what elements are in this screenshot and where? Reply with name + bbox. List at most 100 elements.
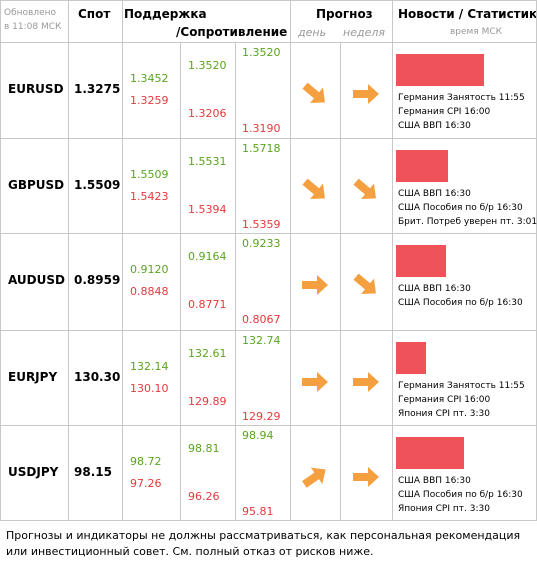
- footer: Прогнозы и индикаторы не должны рассматр…: [6, 529, 521, 558]
- resistance-level: 1.3520: [242, 46, 281, 59]
- resistance-header: /Сопротивление: [176, 25, 288, 39]
- grid-line: [0, 520, 537, 521]
- pair: AUDUSD: [8, 273, 65, 287]
- forecast-header: Прогноз: [316, 7, 373, 21]
- updated: Обновлено: [4, 8, 57, 18]
- news-bar: [396, 54, 484, 86]
- news-bar: [396, 437, 464, 469]
- news-bar: [396, 150, 448, 182]
- support-level: 1.5359: [242, 218, 281, 231]
- support-level: 1.5423: [130, 190, 169, 203]
- spot: 1.5509: [74, 178, 121, 192]
- arrow-icon: [302, 178, 325, 199]
- news-item: США ВВП 16:30: [398, 284, 471, 294]
- grid-line: [340, 42, 341, 520]
- grid-line: [0, 0, 1, 520]
- day-header: день: [298, 26, 327, 39]
- news-bar: [396, 342, 426, 374]
- grid-line: [0, 330, 537, 331]
- arrow-icon: [353, 467, 379, 487]
- support-level: 0.8067: [242, 313, 281, 326]
- forecast-arrow: [350, 366, 382, 398]
- support-level: 95.81: [242, 505, 274, 518]
- resistance-level: 98.72: [130, 455, 162, 468]
- support-level: 1.3206: [188, 107, 227, 120]
- support-level: 0.8771: [188, 298, 227, 311]
- grid-line: [68, 0, 69, 520]
- support-level: 1.3190: [242, 122, 281, 135]
- forecast-arrow: [350, 78, 382, 110]
- resistance-level: 0.9233: [242, 237, 281, 250]
- resistance-level: 1.5509: [130, 168, 169, 181]
- grid-line: [235, 42, 236, 520]
- news-bar: [396, 245, 446, 277]
- support-level: 96.26: [188, 490, 220, 503]
- week-header: неделя: [343, 26, 385, 39]
- news-header: Новости / Статистика: [398, 7, 537, 21]
- grid-line: [122, 0, 123, 520]
- news-item: США Пособия по б/р 16:30: [398, 203, 523, 213]
- forecast-arrow: [299, 269, 331, 301]
- news-item: Брит. Потреб уверен пт. 3:01: [398, 217, 537, 227]
- resistance-level: 1.3452: [130, 72, 169, 85]
- pair: EURUSD: [8, 82, 64, 96]
- news-item: Германия Занятость 11:55: [398, 381, 525, 391]
- support-level: 0.8848: [130, 285, 169, 298]
- grid-line: [0, 138, 537, 139]
- support-level: 1.3259: [130, 94, 169, 107]
- support-level: 129.89: [188, 395, 227, 408]
- arrow-icon: [353, 84, 379, 104]
- resistance-level: 132.61: [188, 347, 227, 360]
- news-item: США ВВП 16:30: [398, 189, 471, 199]
- resistance-level: 1.5531: [188, 155, 227, 168]
- arrow-icon: [302, 467, 326, 488]
- support-header: Поддержка: [124, 7, 207, 21]
- resistance-level: 0.9164: [188, 250, 227, 263]
- news-item: Германия CPI 16:00: [398, 395, 491, 405]
- forecast-arrow: [299, 174, 331, 206]
- updated: в 11:08 МСК: [4, 22, 62, 32]
- resistance-level: 1.5718: [242, 142, 281, 155]
- resistance-level: 98.81: [188, 442, 220, 455]
- pair: GBPUSD: [8, 178, 65, 192]
- forecast-arrow: [350, 174, 382, 206]
- arrow-icon: [353, 178, 376, 199]
- spot-header: Спот: [78, 7, 111, 21]
- support-level: 129.29: [242, 410, 281, 423]
- news-item: Япония CPI пт. 3:30: [398, 409, 490, 419]
- time-header: время МСК: [450, 27, 503, 37]
- support-level: 130.10: [130, 382, 169, 395]
- spot: 0.8959: [74, 273, 121, 287]
- arrow-icon: [353, 273, 376, 294]
- resistance-level: 0.9120: [130, 263, 169, 276]
- support-level: 1.5394: [188, 203, 227, 216]
- forecast-arrow: [299, 366, 331, 398]
- resistance-level: 132.74: [242, 334, 281, 347]
- arrow-icon: [302, 82, 325, 103]
- grid-line: [290, 0, 291, 520]
- resistance-level: 98.94: [242, 429, 274, 442]
- news-item: Германия CPI 16:00: [398, 107, 491, 117]
- news-item: США Пособия по б/р 16:30: [398, 298, 523, 308]
- resistance-level: 132.14: [130, 360, 169, 373]
- grid-line: [0, 0, 537, 1]
- news-item: США Пособия по б/р 16:30: [398, 490, 523, 500]
- forecast-arrow: [299, 461, 331, 493]
- spot: 130.30: [74, 370, 121, 384]
- spot: 1.3275: [74, 82, 121, 96]
- news-item: США ВВП 16:30: [398, 476, 471, 486]
- forecast-arrow: [350, 461, 382, 493]
- arrow-icon: [302, 275, 328, 295]
- grid-line: [0, 425, 537, 426]
- forecast-arrow: [350, 269, 382, 301]
- grid-line: [0, 233, 537, 234]
- grid-line: [180, 42, 181, 520]
- support-level: 97.26: [130, 477, 162, 490]
- news-item: Япония CPI пт. 3:30: [398, 504, 490, 514]
- arrow-icon: [302, 372, 328, 392]
- arrow-icon: [353, 372, 379, 392]
- grid-line: [0, 42, 537, 43]
- pair: EURJPY: [8, 370, 58, 384]
- resistance-level: 1.3520: [188, 59, 227, 72]
